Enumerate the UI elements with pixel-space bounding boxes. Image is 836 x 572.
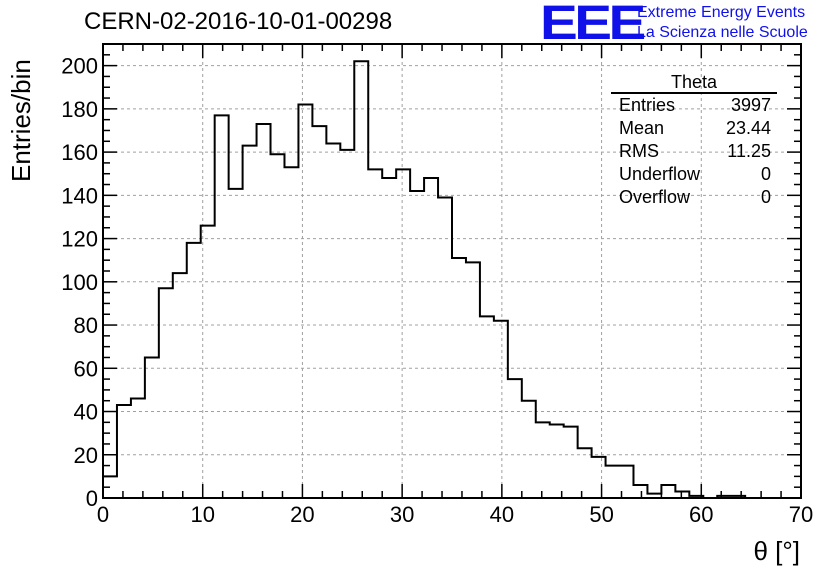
stats-row-mean: Mean 23.44 bbox=[611, 117, 777, 140]
stats-row-rms: RMS 11.25 bbox=[611, 140, 777, 163]
stats-label: RMS bbox=[619, 141, 659, 161]
stats-label: Overflow bbox=[619, 187, 691, 207]
stats-row-entries: Entries 3997 bbox=[611, 94, 777, 117]
grid bbox=[103, 44, 801, 498]
y-tick-label: 40 bbox=[74, 400, 98, 425]
y-tick-label: 100 bbox=[61, 270, 98, 295]
logo-line1: Extreme Energy Events bbox=[637, 4, 806, 21]
y-axis-label: Entries/bin bbox=[6, 59, 36, 182]
y-tick-label: 20 bbox=[74, 443, 98, 468]
x-tick-label: 20 bbox=[290, 502, 314, 527]
y-tick-label: 160 bbox=[61, 140, 98, 165]
eee-logo: EEE bbox=[540, 0, 646, 50]
histogram-line bbox=[102, 60, 801, 499]
y-tick-label: 120 bbox=[61, 227, 98, 252]
y-tick-label: 0 bbox=[86, 486, 98, 511]
stats-label: Mean bbox=[619, 118, 665, 138]
y-tick-label: 60 bbox=[74, 356, 98, 381]
y-tick-label: 180 bbox=[61, 97, 98, 122]
stats-value: 0 bbox=[760, 164, 771, 184]
y-tick-label: 140 bbox=[61, 183, 98, 208]
x-tick-label: 70 bbox=[789, 502, 813, 527]
stats-label: Entries bbox=[619, 95, 676, 115]
chart-title: CERN-02-2016-10-01-00298 bbox=[84, 8, 393, 35]
stats-value: 3997 bbox=[730, 95, 771, 115]
x-tick-label: 10 bbox=[190, 502, 214, 527]
x-tick-label: 30 bbox=[390, 502, 414, 527]
x-tick-label: 60 bbox=[689, 502, 713, 527]
stats-title: Theta bbox=[611, 72, 777, 94]
x-tick-label: 0 bbox=[97, 502, 109, 527]
stats-row-underflow: Underflow 0 bbox=[611, 163, 777, 186]
y-tick-label: 80 bbox=[74, 313, 98, 338]
logo-line2: La Scienza nelle Scuole bbox=[637, 24, 808, 41]
y-tick-label: 200 bbox=[61, 54, 98, 79]
plot-frame bbox=[102, 43, 802, 499]
x-tick-label: 40 bbox=[490, 502, 514, 527]
stats-box: Theta Entries 3997 Mean 23.44 RMS 11.25 … bbox=[611, 72, 777, 209]
x-tick-label: 50 bbox=[589, 502, 613, 527]
tick-labels: 0 10 20 30 40 50 60 70 0 20 40 60 80 100 120 140 160 180 2… bbox=[61, 54, 813, 527]
stats-value: 23.44 bbox=[725, 118, 771, 138]
stats-row-overflow: Overflow 0 bbox=[611, 186, 777, 209]
x-axis-label: θ [°] bbox=[753, 536, 800, 566]
stats-value: 0 bbox=[760, 187, 771, 207]
stats-label: Underflow bbox=[619, 164, 701, 184]
stats-value: 11.25 bbox=[727, 141, 771, 161]
